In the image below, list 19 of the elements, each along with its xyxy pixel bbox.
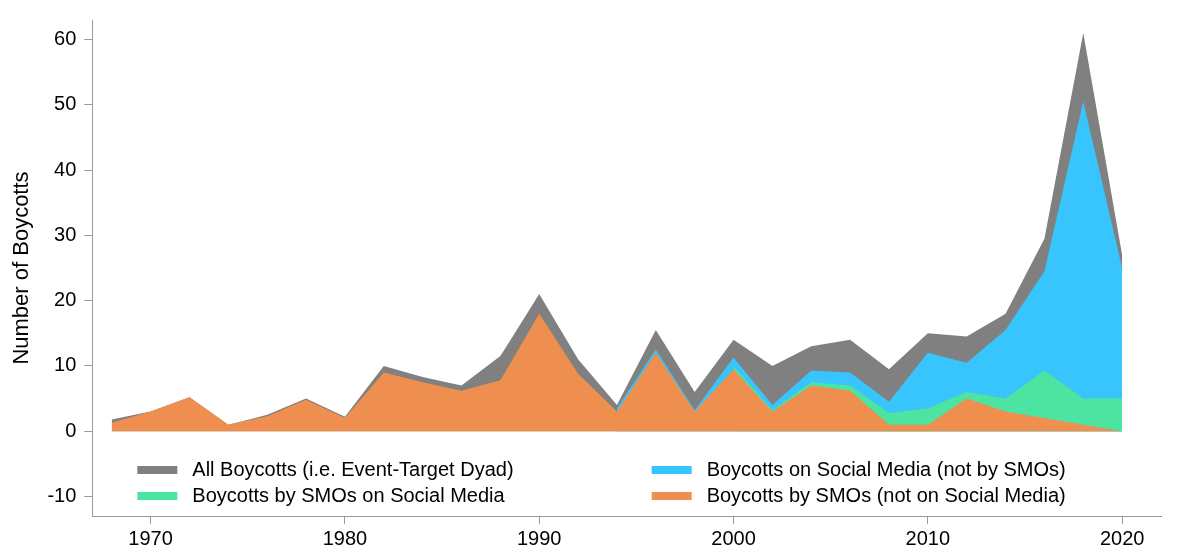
- legend-label: Boycotts on Social Media (not by SMOs): [706, 457, 1066, 480]
- legend-label: Boycotts by SMOs (not on Social Media): [706, 483, 1066, 506]
- x-tick-label: 2010: [905, 526, 951, 549]
- y-tick-label: 40: [54, 157, 77, 180]
- y-axis-title: Number of Boycotts: [8, 171, 34, 365]
- x-tick-label: 1980: [322, 526, 368, 549]
- y-tick-label: 50: [54, 92, 77, 115]
- x-tick-label: 1970: [128, 526, 173, 549]
- y-tick-label: 20: [54, 288, 77, 311]
- y-tick-label: 0: [65, 418, 77, 441]
- legend-label: Boycotts by SMOs on Social Media: [192, 483, 506, 506]
- x-tick-label: 2020: [1099, 526, 1145, 549]
- y-tick-label: 30: [54, 222, 77, 245]
- y-tick-label: -10: [47, 483, 77, 506]
- legend-label: All Boycotts (i.e. Event-Target Dyad): [192, 457, 514, 480]
- x-tick-label: 2000: [711, 526, 756, 549]
- x-tick-label: 1990: [516, 526, 562, 549]
- y-tick-label: 10: [54, 353, 77, 376]
- y-tick-label: 60: [54, 27, 77, 50]
